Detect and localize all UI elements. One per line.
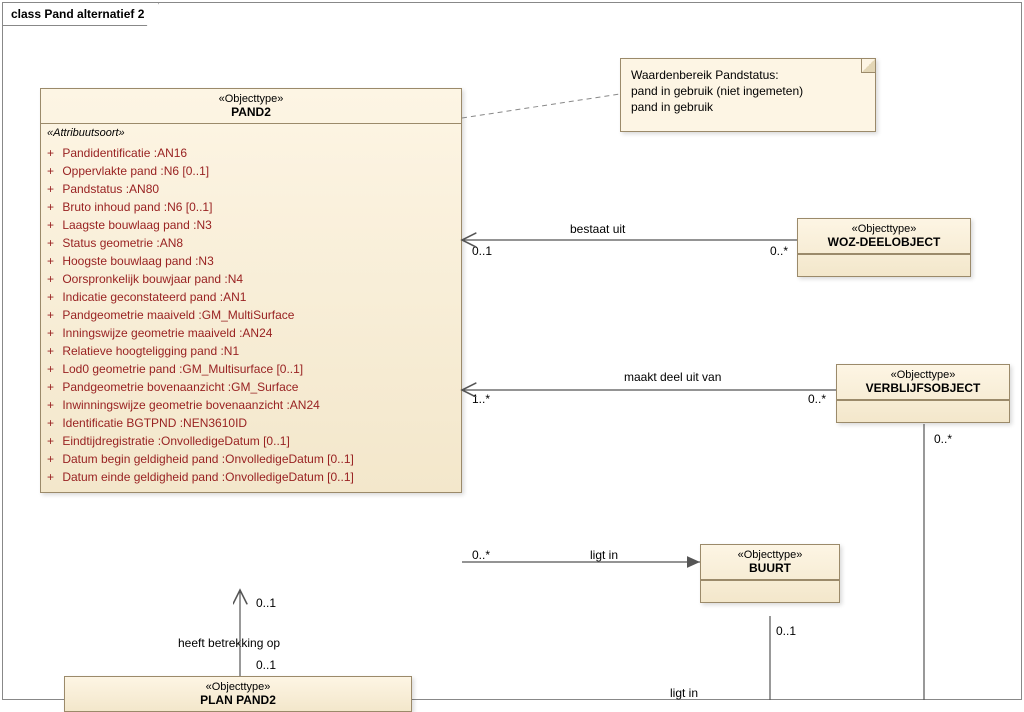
multiplicity: 0..1 [256, 658, 276, 672]
empty-compartment [701, 580, 839, 602]
attr-stereotype: «Attribuutsoort» [41, 124, 461, 142]
attribute-row: + Status geometrie :AN8 [47, 234, 455, 252]
class-name: BUURT [707, 561, 833, 575]
multiplicity: 0..* [770, 244, 788, 258]
multiplicity: 0..* [472, 548, 490, 562]
class-header: «Objecttype» PLAN PAND2 [65, 677, 411, 711]
attribute-row: + Pandgeometrie maaiveld :GM_MultiSurfac… [47, 306, 455, 324]
class-header: «Objecttype» PAND2 [41, 89, 461, 124]
attribute-row: + Inwinningswijze geometrie bovenaanzich… [47, 396, 455, 414]
class-header: «Objecttype» BUURT [701, 545, 839, 580]
multiplicity: 0..* [808, 392, 826, 406]
attribute-row: + Pandidentificatie :AN16 [47, 144, 455, 162]
diagram-title: class Pand alternatief 2 [2, 2, 159, 26]
attr-list: + Pandidentificatie :AN16+ Oppervlakte p… [41, 142, 461, 492]
class-verblijfsobject: «Objecttype» VERBLIJFSOBJECT [836, 364, 1010, 423]
attribute-row: + Indicatie geconstateerd pand :AN1 [47, 288, 455, 306]
attribute-row: + Inningswijze geometrie maaiveld :AN24 [47, 324, 455, 342]
attribute-row: + Laagste bouwlaag pand :N3 [47, 216, 455, 234]
note-line: pand in gebruik (niet ingemeten) [631, 83, 865, 99]
note-line: pand in gebruik [631, 99, 865, 115]
assoc-label: ligt in [670, 686, 698, 700]
attribute-row: + Bruto inhoud pand :N6 [0..1] [47, 198, 455, 216]
class-pand2: «Objecttype» PAND2 «Attribuutsoort» + Pa… [40, 88, 462, 493]
class-name: VERBLIJFSOBJECT [843, 381, 1003, 395]
note-line: Waardenbereik Pandstatus: [631, 67, 865, 83]
class-name: WOZ-DEELOBJECT [804, 235, 964, 249]
multiplicity: 1..* [472, 392, 490, 406]
attribute-row: + Pandstatus :AN80 [47, 180, 455, 198]
assoc-label: bestaat uit [570, 222, 625, 236]
multiplicity: 0..1 [776, 624, 796, 638]
empty-compartment [798, 254, 970, 276]
class-name: PLAN PAND2 [71, 693, 405, 707]
stereotype: «Objecttype» [47, 93, 455, 105]
assoc-label: maakt deel uit van [624, 370, 721, 384]
assoc-label: heeft betrekking op [178, 636, 280, 650]
multiplicity: 0..* [934, 432, 952, 446]
attribute-row: + Pandgeometrie bovenaanzicht :GM_Surfac… [47, 378, 455, 396]
multiplicity: 0..1 [256, 596, 276, 610]
class-woz-deelobject: «Objecttype» WOZ-DEELOBJECT [797, 218, 971, 277]
class-buurt: «Objecttype» BUURT [700, 544, 840, 603]
attribute-row: + Identificatie BGTPND :NEN3610ID [47, 414, 455, 432]
attribute-row: + Oorspronkelijk bouwjaar pand :N4 [47, 270, 455, 288]
assoc-label: ligt in [590, 548, 618, 562]
note-fold-icon [861, 59, 875, 73]
class-header: «Objecttype» VERBLIJFSOBJECT [837, 365, 1009, 400]
class-header: «Objecttype» WOZ-DEELOBJECT [798, 219, 970, 254]
attribute-row: + Oppervlakte pand :N6 [0..1] [47, 162, 455, 180]
empty-compartment [837, 400, 1009, 422]
note-pandstatus: Waardenbereik Pandstatus: pand in gebrui… [620, 58, 876, 132]
multiplicity: 0..1 [472, 244, 492, 258]
attribute-row: + Hoogste bouwlaag pand :N3 [47, 252, 455, 270]
attribute-row: + Datum begin geldigheid pand :Onvolledi… [47, 450, 455, 468]
attribute-row: + Relatieve hoogteligging pand :N1 [47, 342, 455, 360]
stereotype: «Objecttype» [707, 549, 833, 561]
stereotype: «Objecttype» [71, 681, 405, 693]
stereotype: «Objecttype» [804, 223, 964, 235]
attribute-row: + Eindtijdregistratie :OnvolledigeDatum … [47, 432, 455, 450]
class-plan-pand2: «Objecttype» PLAN PAND2 [64, 676, 412, 712]
attribute-row: + Datum einde geldigheid pand :Onvolledi… [47, 468, 455, 486]
stereotype: «Objecttype» [843, 369, 1003, 381]
class-name: PAND2 [47, 105, 455, 119]
attribute-row: + Lod0 geometrie pand :GM_Multisurface [… [47, 360, 455, 378]
